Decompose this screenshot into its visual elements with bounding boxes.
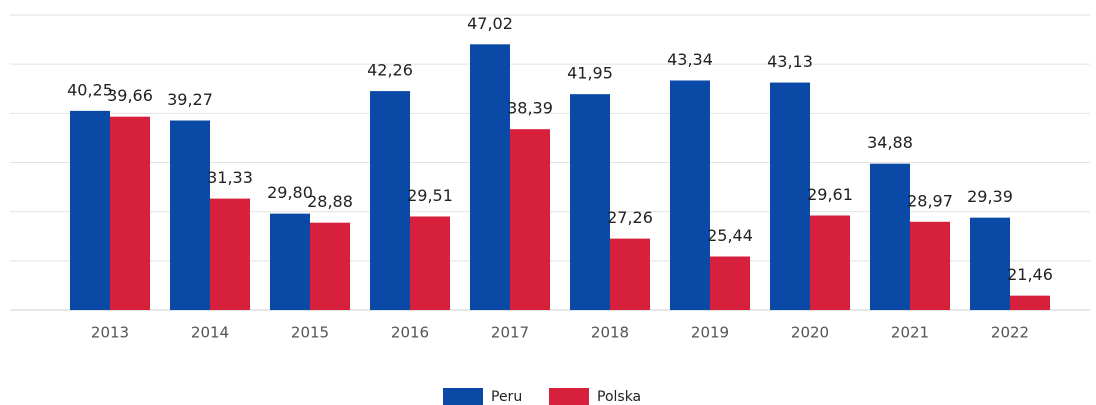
legend-item: Polska bbox=[549, 388, 641, 405]
bar bbox=[510, 129, 550, 310]
data-label: 28,88 bbox=[307, 192, 353, 211]
bar bbox=[170, 120, 210, 311]
data-label: 41,95 bbox=[567, 64, 613, 83]
legend-swatch bbox=[549, 388, 589, 405]
bar bbox=[670, 80, 710, 311]
bar bbox=[710, 256, 750, 310]
bar bbox=[1010, 295, 1050, 310]
legend-item: Peru bbox=[443, 388, 522, 405]
bar bbox=[370, 91, 410, 310]
data-label: 27,26 bbox=[607, 208, 653, 227]
x-tick-label: 2017 bbox=[491, 324, 529, 342]
bar bbox=[110, 116, 150, 310]
bar bbox=[310, 222, 350, 310]
data-label: 38,39 bbox=[507, 99, 553, 118]
data-label: 29,80 bbox=[267, 183, 313, 202]
bar bbox=[870, 163, 910, 310]
x-tick-label: 2022 bbox=[991, 324, 1029, 342]
data-label: 42,26 bbox=[367, 61, 413, 80]
bar bbox=[210, 198, 250, 310]
data-label: 47,02 bbox=[467, 14, 513, 33]
data-label: 34,88 bbox=[867, 133, 913, 152]
bar bbox=[910, 221, 950, 310]
bar bbox=[970, 217, 1010, 310]
bar bbox=[410, 216, 450, 310]
x-tick-label: 2014 bbox=[191, 324, 229, 342]
data-label: 21,46 bbox=[1007, 265, 1053, 284]
data-label: 43,34 bbox=[667, 50, 713, 69]
bar bbox=[770, 82, 810, 311]
data-label: 39,66 bbox=[107, 86, 153, 105]
data-label: 31,33 bbox=[207, 168, 253, 187]
x-tick-label: 2018 bbox=[591, 324, 629, 342]
data-label: 43,13 bbox=[767, 52, 813, 71]
bar bbox=[470, 44, 510, 310]
data-label: 29,61 bbox=[807, 185, 853, 204]
legend-label: Polska bbox=[597, 389, 641, 405]
bar bbox=[610, 238, 650, 310]
x-tick-label: 2016 bbox=[391, 324, 429, 342]
x-tick-label: 2019 bbox=[691, 324, 729, 342]
data-label: 28,97 bbox=[907, 191, 953, 210]
data-label: 40,25 bbox=[67, 80, 113, 99]
data-label: 29,51 bbox=[407, 186, 453, 205]
x-tick-label: 2020 bbox=[791, 324, 829, 342]
data-label: 25,44 bbox=[707, 226, 753, 245]
x-tick-label: 2013 bbox=[91, 324, 129, 342]
bar bbox=[570, 94, 610, 311]
x-tick-label: 2021 bbox=[891, 324, 929, 342]
legend-label: Peru bbox=[491, 389, 522, 405]
bar bbox=[270, 213, 310, 310]
data-label: 39,27 bbox=[167, 90, 213, 109]
bar bbox=[70, 110, 110, 310]
data-label: 29,39 bbox=[967, 187, 1013, 206]
x-tick-label: 2015 bbox=[291, 324, 329, 342]
bar bbox=[810, 215, 850, 310]
legend-swatch bbox=[443, 388, 483, 405]
